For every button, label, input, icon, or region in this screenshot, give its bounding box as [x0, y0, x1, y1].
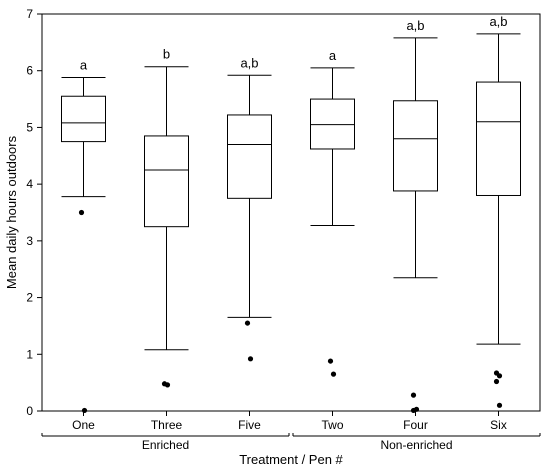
box-six: a,b [476, 14, 521, 408]
x-axis: One Three Five Two Four Six [72, 411, 507, 432]
significance-letter: a [329, 48, 337, 63]
outlier-point [493, 378, 500, 385]
y-tick-label: 4 [26, 177, 33, 191]
significance-letter: a,b [489, 14, 507, 29]
significance-letter: a,b [240, 55, 258, 70]
group-label: Non-enriched [380, 438, 452, 452]
x-tick-label: Two [321, 418, 343, 432]
y-tick-label: 5 [26, 120, 33, 134]
outlier-point [164, 382, 171, 388]
iqr-box [310, 98, 355, 150]
iqr-box [476, 81, 521, 196]
y-axis: 0 1 2 3 4 5 6 7 [26, 7, 42, 418]
box-one: a [61, 58, 106, 414]
boxes-layer: a b a,b a a,b a,b [61, 14, 521, 414]
y-tick-label: 1 [26, 347, 33, 361]
y-tick-label: 7 [26, 7, 33, 21]
x-tick-label: One [72, 418, 95, 432]
y-tick-label: 2 [26, 291, 33, 305]
outlier-point [327, 358, 334, 364]
box-three: b [144, 47, 189, 388]
iqr-box [393, 100, 438, 192]
group-non-enriched: Non-enriched [292, 433, 541, 452]
x-tick-label: Five [238, 418, 261, 432]
group-label: Enriched [142, 438, 189, 452]
outlier-point [78, 209, 85, 216]
x-axis-title: Treatment / Pen # [239, 452, 343, 467]
group-enriched: Enriched [41, 433, 290, 452]
y-tick-label: 6 [26, 64, 33, 78]
plot-frame [41, 13, 541, 412]
x-tick-label: Three [151, 418, 183, 432]
outlier-point [330, 371, 337, 377]
outlier-point [81, 407, 88, 414]
outlier-point [247, 356, 254, 362]
significance-letter: b [163, 47, 170, 62]
x-tick-label: Six [490, 418, 507, 432]
y-tick-label: 3 [26, 234, 33, 248]
outlier-point [410, 407, 417, 414]
box-five: a,b [227, 55, 272, 362]
y-tick-label: 0 [26, 404, 33, 418]
x-tick-label: Four [403, 418, 428, 432]
group-brackets: Enriched Non-enriched [41, 433, 541, 452]
outlier-point [496, 373, 503, 379]
plot-frame-group [41, 13, 541, 412]
iqr-box [227, 114, 272, 199]
significance-letter: a [80, 58, 88, 73]
iqr-box [61, 95, 106, 143]
box-four: a,b [393, 18, 438, 414]
outlier-point [410, 392, 417, 398]
y-axis-title: Mean daily hours outdoors [4, 135, 19, 289]
outlier-point [244, 320, 251, 326]
significance-letter: a,b [406, 18, 424, 33]
outlier-point [496, 402, 503, 408]
box-two: a [310, 48, 355, 377]
iqr-box [144, 135, 189, 228]
